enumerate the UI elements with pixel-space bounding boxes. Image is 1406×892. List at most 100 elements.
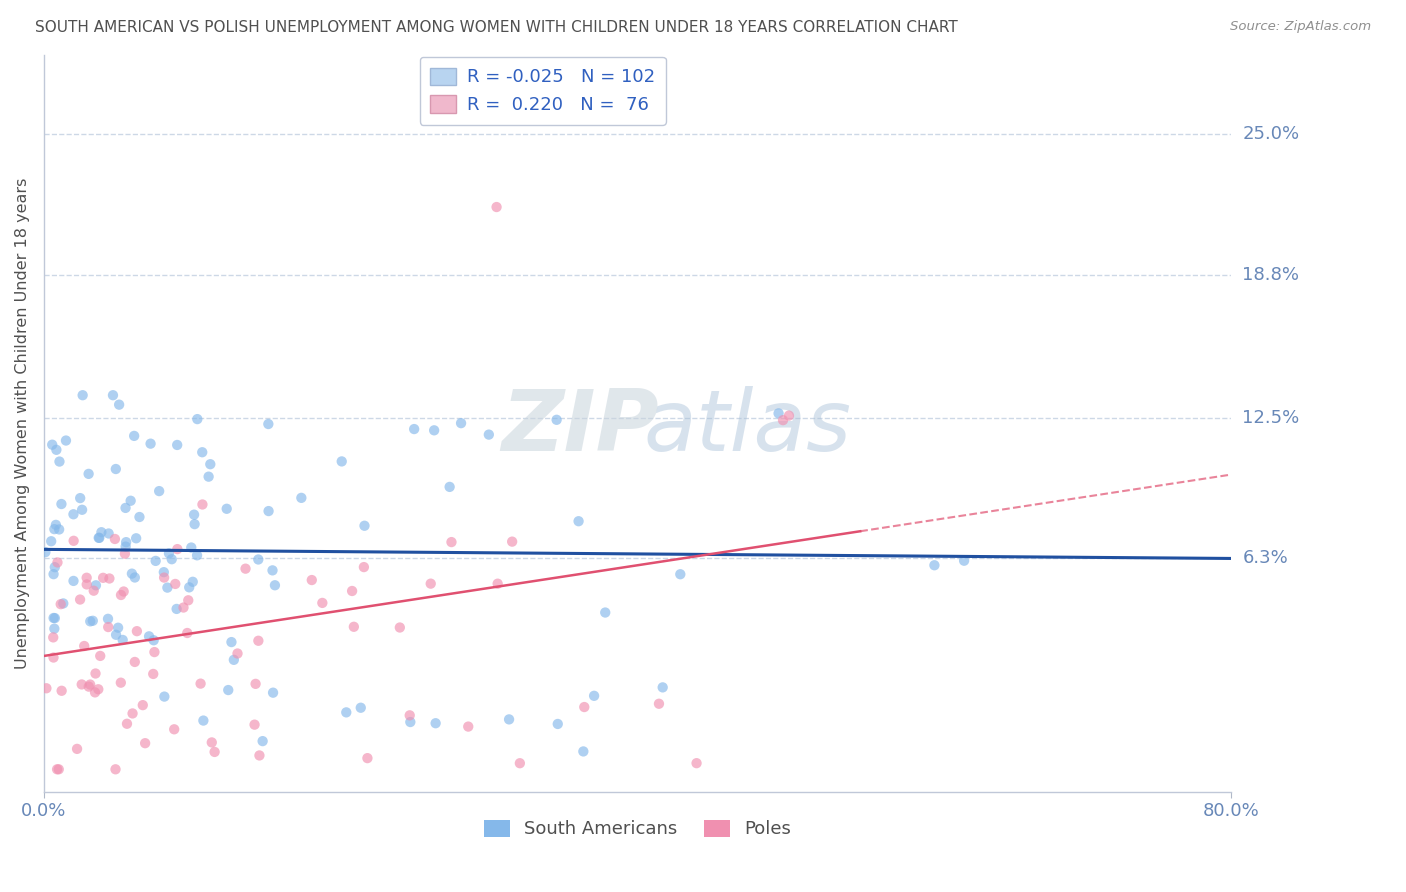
Point [48,762,70,776]
Point [62,533,84,548]
Point [509,756,531,771]
Point [501,534,523,549]
Point [160,552,183,566]
Point [257,417,280,431]
Point [142,633,165,648]
Point [247,552,270,566]
Point [181,574,204,589]
Point [114,540,136,554]
Point [76,571,98,585]
Point [440,535,463,549]
Point [42,611,65,625]
Point [924,558,946,573]
Point [165,577,187,591]
Point [77,680,100,694]
Point [572,744,595,758]
Point [70,502,93,516]
Point [49,597,72,611]
Point [66,742,89,756]
Point [574,700,596,714]
Point [46,762,69,776]
Point [124,570,146,584]
Point [108,398,131,412]
Point [143,645,166,659]
Point [87,531,110,545]
Point [335,706,357,720]
Point [52,596,75,610]
Point [45,517,67,532]
Point [485,200,508,214]
Point [593,606,616,620]
Point [166,542,188,557]
Point [69,592,91,607]
Point [204,745,226,759]
Point [70,677,93,691]
Point [125,531,148,545]
Point [98,572,121,586]
Point [97,526,120,541]
Point [247,633,270,648]
Point [547,717,569,731]
Point [124,655,146,669]
Point [685,756,707,771]
Point [568,514,591,528]
Point [44,560,66,574]
Point [245,677,267,691]
Point [105,628,128,642]
Point [193,714,215,728]
Point [478,427,501,442]
Point [353,560,375,574]
Point [183,517,205,532]
Point [249,748,271,763]
Point [200,457,222,471]
Point [179,580,201,594]
Point [425,716,447,731]
Text: 18.8%: 18.8% [1243,266,1299,284]
Point [87,682,110,697]
Point [73,639,96,653]
Point [84,666,107,681]
Point [55,434,77,448]
Point [301,573,323,587]
Point [107,621,129,635]
Point [41,438,63,452]
Point [350,700,373,714]
Point [439,480,461,494]
Text: SOUTH AMERICAN VS POLISH UNEMPLOYMENT AMONG WOMEN WITH CHILDREN UNDER 18 YEARS C: SOUTH AMERICAN VS POLISH UNEMPLOYMENT AM… [35,20,957,35]
Point [104,462,127,476]
Point [79,615,101,629]
Point [84,578,107,592]
Text: Source: ZipAtlas.com: Source: ZipAtlas.com [1230,20,1371,33]
Point [330,454,353,468]
Point [104,762,127,776]
Text: 12.5%: 12.5% [1243,409,1299,427]
Point [97,612,120,626]
Point [114,500,136,515]
Point [45,442,67,457]
Point [217,683,239,698]
Point [353,518,375,533]
Point [163,723,186,737]
Point [44,522,66,536]
Point [166,438,188,452]
Point [423,423,446,437]
Point [125,624,148,639]
Point [191,445,214,459]
Point [768,406,790,420]
Point [39,534,62,549]
Point [90,525,112,540]
Point [76,577,98,591]
Point [450,416,472,430]
Point [121,706,143,721]
Point [115,535,138,549]
Point [97,620,120,634]
Point [173,600,195,615]
Point [340,584,363,599]
Text: ZIP: ZIP [501,385,658,468]
Point [114,547,136,561]
Point [498,712,520,726]
Point [112,584,135,599]
Point [215,501,238,516]
Point [42,650,65,665]
Point [772,413,794,427]
